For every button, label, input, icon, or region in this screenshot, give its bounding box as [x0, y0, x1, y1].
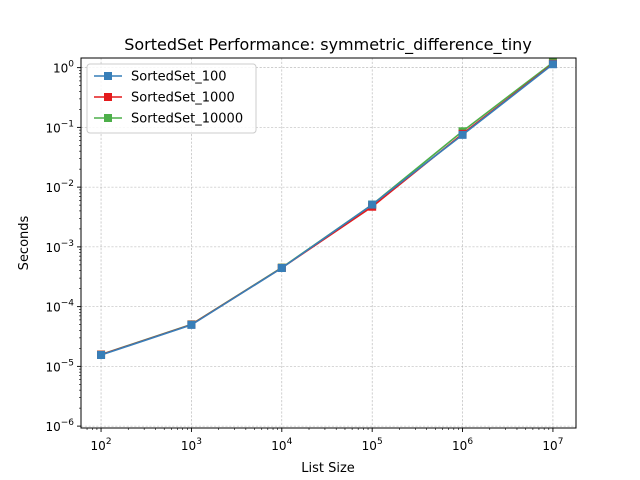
series-line	[100, 63, 554, 356]
y-tick-label-exponent: −2	[61, 179, 74, 189]
data-point	[187, 320, 196, 329]
grid-lines	[81, 58, 576, 428]
x-tick-label-base: 10	[542, 439, 557, 453]
data-point	[277, 264, 286, 273]
y-tick-label-base: 10	[45, 121, 60, 135]
legend-label: SortedSet_100	[131, 70, 227, 85]
y-tick-label-base: 10	[53, 62, 68, 76]
series-SortedSet_100	[97, 60, 557, 359]
y-tick-label-exponent: 0	[68, 60, 74, 70]
x-tick-label-base: 10	[271, 439, 286, 453]
x-tick-label-exponent: 4	[287, 437, 293, 447]
legend-swatch-marker	[104, 93, 112, 101]
y-tick-label-exponent: −1	[61, 119, 74, 129]
x-tick-label-exponent: 3	[196, 437, 202, 447]
y-axis-label: Seconds	[17, 215, 32, 270]
y-tick-label-base: 10	[45, 241, 60, 255]
legend-item: SortedSet_10000	[94, 112, 243, 127]
x-tick-label: 104	[271, 437, 292, 453]
y-tick-label-exponent: −5	[61, 358, 74, 368]
legend-label: SortedSet_1000	[131, 91, 235, 106]
x-tick-label: 103	[181, 437, 202, 453]
y-tick-label-exponent: −4	[61, 299, 75, 309]
chart-title: SortedSet Performance: symmetric_differe…	[124, 35, 532, 55]
y-tick-label: 10−1	[45, 119, 74, 135]
data-point	[548, 60, 557, 69]
y-tick-label: 10−5	[45, 358, 74, 374]
data-point	[97, 350, 106, 359]
x-tick-label: 105	[362, 437, 383, 453]
legend-box	[86, 63, 257, 134]
y-tick-label-base: 10	[45, 301, 60, 315]
x-tick-label-base: 10	[181, 439, 196, 453]
x-tick-label-exponent: 5	[377, 437, 383, 447]
series-layer	[97, 58, 557, 359]
x-tick-label: 107	[542, 437, 563, 453]
legend-label: SortedSet_10000	[131, 112, 243, 127]
x-axis-label: List Size	[301, 461, 355, 476]
y-tick-label: 100	[53, 60, 74, 76]
y-tick-label-base: 10	[45, 360, 60, 374]
legend-swatch-marker	[104, 114, 112, 122]
x-tick-label: 102	[91, 437, 112, 453]
y-tick-label-base: 10	[45, 420, 60, 434]
data-point	[368, 200, 377, 209]
x-tick-label-base: 10	[362, 439, 377, 453]
y-tick-label-exponent: −6	[61, 418, 75, 428]
y-tick-label-exponent: −3	[61, 239, 74, 249]
y-tick-label-base: 10	[45, 181, 60, 195]
y-tick-label: 10−4	[45, 299, 74, 315]
x-tick-label-base: 10	[91, 439, 106, 453]
legend-item: SortedSet_100	[94, 70, 227, 85]
x-tick-label-base: 10	[452, 439, 467, 453]
y-tick-label: 10−3	[45, 239, 74, 255]
x-tick-label-exponent: 2	[106, 437, 112, 447]
legend-swatch-marker	[104, 72, 112, 80]
legend: SortedSet_100 SortedSet_1000 SortedSet_100…	[86, 63, 257, 134]
x-axis: 102 103 104 105 106 107	[86, 428, 563, 453]
legend-item: SortedSet_1000	[94, 91, 235, 106]
data-point	[458, 130, 467, 139]
y-tick-label: 10−6	[45, 418, 74, 434]
plot-frame	[80, 57, 577, 429]
x-tick-label-exponent: 6	[467, 437, 473, 447]
y-tick-label: 10−2	[45, 179, 74, 195]
x-tick-label-exponent: 7	[558, 437, 564, 447]
x-tick-label: 106	[452, 437, 473, 453]
